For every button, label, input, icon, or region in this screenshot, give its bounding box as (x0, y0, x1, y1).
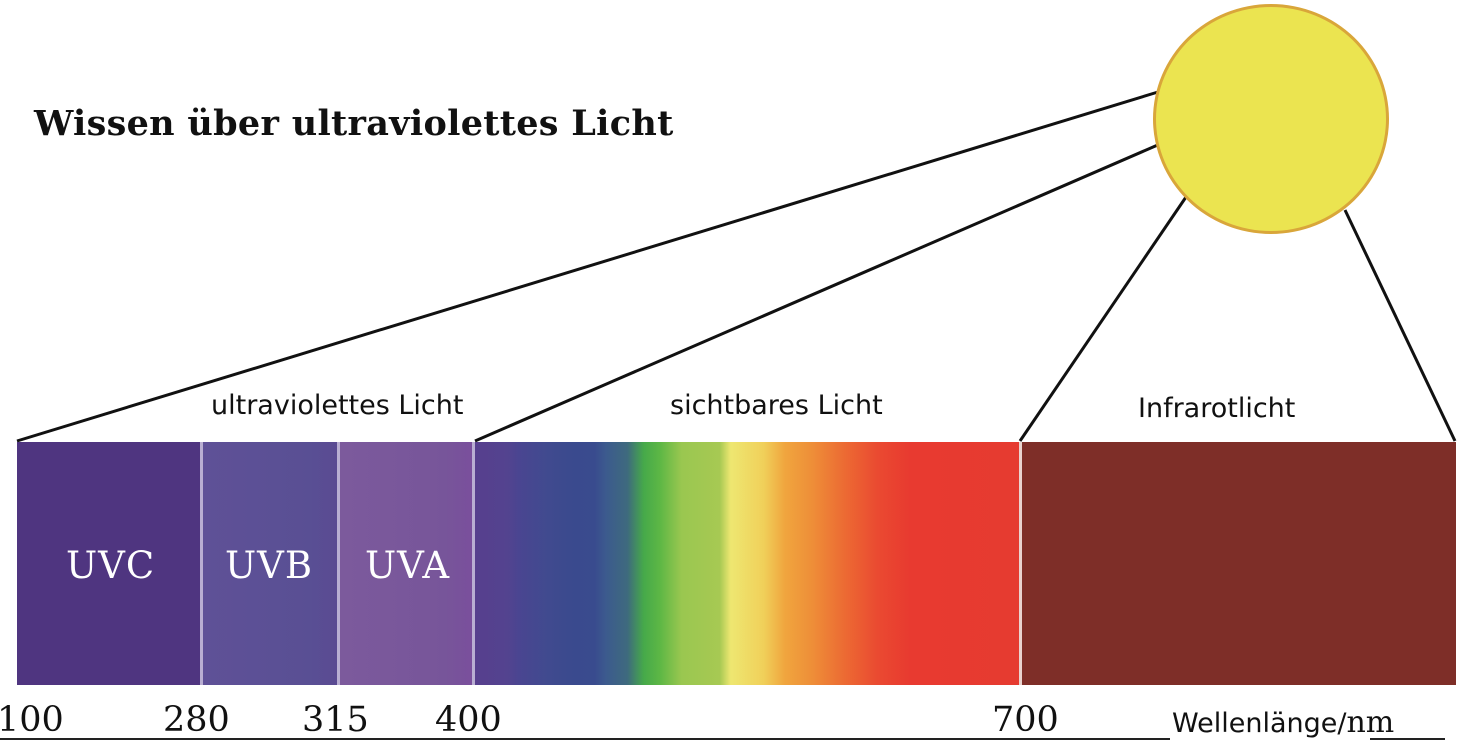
axis-underline (0, 738, 1170, 740)
region-label-ultraviolet: ultraviolettes Licht (211, 390, 464, 421)
tick-label-400: 400 (435, 700, 502, 740)
band-divider (200, 442, 203, 685)
region-label-visible: sichtbares Licht (670, 390, 883, 421)
band-uvc (17, 442, 200, 685)
band-label-uva: UVA (365, 544, 451, 587)
sun-icon (1153, 4, 1389, 234)
band-infrared (1022, 442, 1456, 685)
tick-label-280: 280 (163, 700, 230, 740)
band-visible-spectrum (475, 442, 1019, 685)
ray-line-ir-right (1343, 209, 1457, 442)
band-label-uvb: UVB (225, 544, 314, 587)
tick-label-315: 315 (302, 700, 369, 740)
band-divider (1019, 442, 1022, 685)
ray-line-uv-left (16, 90, 1159, 443)
band-uvb (203, 442, 337, 685)
ray-line-uv-right (474, 142, 1161, 443)
ray-line-ir-left (1018, 196, 1188, 442)
axis-unit-nm: nm (1346, 705, 1395, 740)
tick-label-100: 100 (0, 700, 64, 740)
axis-underline-unit (1370, 738, 1445, 740)
page-title: Wissen über ultraviolettes Licht (34, 103, 674, 144)
axis-unit-label: Wellenlänge/nm (1172, 705, 1394, 740)
band-uva (340, 442, 472, 685)
band-divider (337, 442, 340, 685)
tick-label-700: 700 (992, 700, 1059, 740)
axis-unit-text: Wellenlänge/ (1172, 708, 1347, 739)
band-label-uvc: UVC (66, 544, 156, 587)
band-divider (472, 442, 475, 685)
region-label-infrared: Infrarotlicht (1138, 393, 1296, 424)
